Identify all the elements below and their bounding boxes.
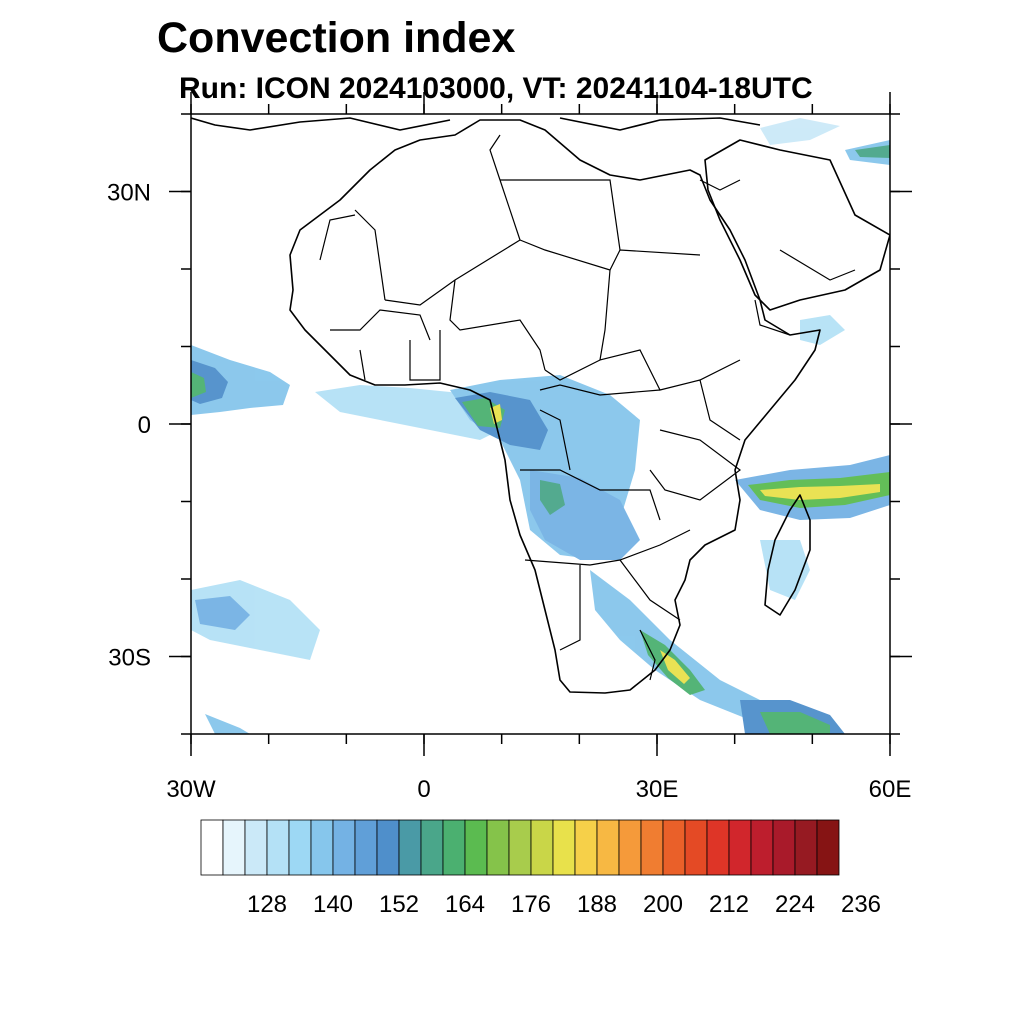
- colorbar-box: [596, 819, 620, 876]
- colorbar-box: [244, 819, 268, 876]
- field-sa-front-peak: [660, 650, 690, 684]
- colorbar-box: [662, 819, 686, 876]
- field-south-indian-core: [760, 712, 830, 734]
- madagascar-coastline: [764, 494, 811, 616]
- coastlines: [191, 117, 890, 694]
- field-sa-front: [590, 570, 760, 720]
- field-angola-core: [540, 480, 565, 515]
- colorbar-box: [772, 819, 796, 876]
- lon-tick-label: 30W: [166, 776, 216, 803]
- colorbar-box: [816, 819, 840, 876]
- colorbar-box: [530, 819, 554, 876]
- colorbar-box: [222, 819, 246, 876]
- colorbar-label: 152: [379, 891, 419, 918]
- axis-ticks: [169, 92, 912, 756]
- colorbar-box: [354, 819, 378, 876]
- field-madagascar-peak: [760, 484, 880, 500]
- colorbar-box: [464, 819, 488, 876]
- field-ethiopia: [800, 315, 845, 345]
- colorbar-box: [574, 819, 598, 876]
- colorbar-box: [618, 819, 642, 876]
- lon-tick-label: 30E: [636, 776, 679, 803]
- colorbar-box: [266, 819, 290, 876]
- axis-tick-labels: 30W 0 30E 60E 30N 0 30S: [107, 180, 911, 804]
- colorbar-box: [706, 819, 730, 876]
- field-south-corner: [205, 714, 250, 734]
- field-west-atlantic-peak: [191, 372, 206, 398]
- colorbar-label: 200: [643, 891, 683, 918]
- colorbar-label: 212: [709, 891, 749, 918]
- colorbar-box: [508, 819, 532, 876]
- field-sw-atlantic-core: [195, 596, 250, 630]
- lon-tick-label: 0: [417, 776, 430, 803]
- colorbar-box: [794, 819, 818, 876]
- colorbar-box: [750, 819, 774, 876]
- colorbar-label: 224: [775, 891, 815, 918]
- europe-coast: [191, 117, 761, 131]
- colorbar-label: 188: [577, 891, 617, 918]
- colorbar-label: 236: [841, 891, 881, 918]
- field-arabian-north-core: [855, 145, 890, 158]
- colorbar-label: 164: [445, 891, 485, 918]
- colorbar-box: [200, 819, 224, 876]
- colorbar-box: [288, 819, 312, 876]
- africa-coastline: [289, 119, 821, 694]
- colorbar-box: [728, 819, 752, 876]
- colorbar-box: [376, 819, 400, 876]
- chart-subtitle: Run: ICON 2024103000, VT: 20241104-18UTC: [179, 72, 813, 105]
- lat-tick-label: 0: [138, 412, 151, 439]
- colorbar-box: [640, 819, 664, 876]
- lat-tick-label: 30N: [107, 180, 151, 207]
- map-area: [191, 117, 890, 734]
- lat-tick-label: 30S: [108, 645, 151, 672]
- country-borders: [319, 134, 856, 681]
- colorbar-box: [310, 819, 334, 876]
- lon-tick-label: 60E: [869, 776, 912, 803]
- colorbar-label: 128: [247, 891, 287, 918]
- colorbar-label: 176: [511, 891, 551, 918]
- convection-field: [191, 118, 890, 734]
- colorbar-box: [420, 819, 444, 876]
- colorbar-box: [332, 819, 356, 876]
- colorbar-labels: 128 140 152 164 176 188 200 212 224 236: [247, 891, 881, 918]
- colorbar-boxes: [200, 819, 840, 876]
- colorbar-box: [398, 819, 422, 876]
- colorbar-label: 140: [313, 891, 353, 918]
- chart-title: Convection index: [157, 14, 516, 62]
- colorbar-box: [442, 819, 466, 876]
- colorbar-box: [552, 819, 576, 876]
- colorbar-box: [684, 819, 708, 876]
- arabia-coastline: [704, 139, 890, 311]
- colorbar-box: [486, 819, 510, 876]
- field-med-east: [760, 118, 840, 145]
